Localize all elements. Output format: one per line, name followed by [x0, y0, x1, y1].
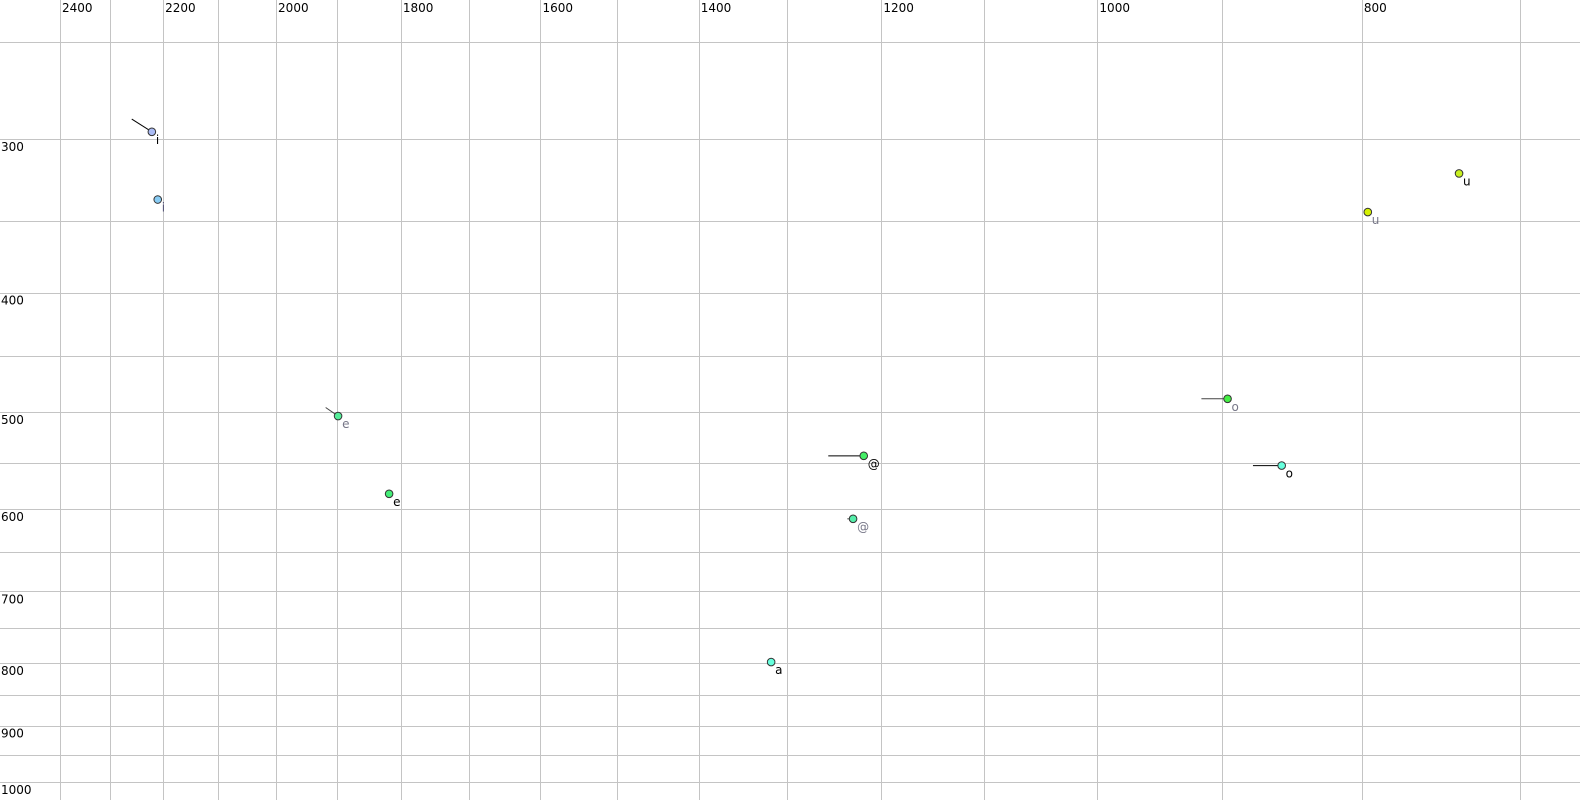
point-label: a	[775, 663, 782, 677]
y-tick-label: 900	[1, 727, 24, 741]
data-point	[1454, 169, 1464, 178]
x-tick-label: 1600	[542, 1, 573, 15]
point-label: o	[1286, 467, 1293, 481]
x-tick-label: 2400	[62, 1, 93, 15]
x-tick-label: 2200	[165, 1, 196, 15]
x-tick-label: 1200	[883, 1, 914, 15]
data-point	[859, 451, 869, 461]
x-tick-label: 800	[1364, 1, 1387, 15]
point-label: u	[1463, 174, 1471, 188]
y-tick-label: 800	[1, 664, 24, 678]
x-tick-label: 1000	[1099, 1, 1130, 15]
vowel-point-@: @	[847, 514, 869, 534]
y-tick-label: 600	[1, 510, 24, 524]
point-label: @	[868, 457, 880, 471]
point-label: u	[1372, 213, 1380, 227]
y-tick-label: 300	[1, 140, 24, 154]
point-label: o	[1232, 400, 1239, 414]
x-tick-label: 1800	[403, 1, 434, 15]
data-point	[1223, 394, 1232, 404]
vowel-point-@: @	[828, 451, 880, 471]
data-point	[333, 411, 343, 421]
data-point	[153, 195, 163, 204]
data-point	[766, 657, 776, 667]
vowel-point-o: o	[1252, 461, 1293, 481]
data-point	[1277, 461, 1286, 470]
point-label: i	[156, 133, 159, 147]
vowel-point-i: i	[131, 118, 159, 147]
vowel-point-u: u	[1454, 169, 1471, 188]
y-tick-label: 500	[1, 413, 24, 427]
y-tick-label: 700	[1, 592, 24, 606]
data-point	[147, 127, 157, 137]
point-label: @	[857, 520, 869, 534]
vowel-point-e: e	[325, 407, 349, 431]
y-tick-label: 1000	[1, 783, 32, 797]
data-point	[1363, 207, 1373, 217]
vowel-point-a: a	[766, 657, 782, 677]
point-label: e	[342, 417, 349, 431]
vowel-point-i: i	[153, 195, 165, 215]
point-label: i	[162, 201, 165, 215]
vowel-point-o: o	[1201, 394, 1239, 414]
vowel-point-e: e	[384, 489, 401, 509]
vowel-point-u: u	[1363, 207, 1380, 227]
point-label: e	[393, 495, 400, 509]
x-tick-label: 1400	[701, 1, 732, 15]
data-point	[384, 489, 394, 499]
y-tick-label: 400	[1, 294, 24, 308]
x-tick-label: 2000	[278, 1, 309, 15]
data-point	[848, 514, 858, 524]
